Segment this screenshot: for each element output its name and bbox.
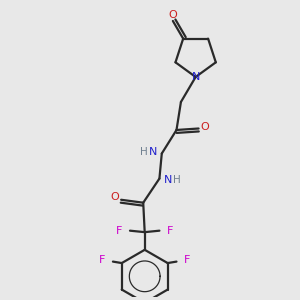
Text: F: F bbox=[184, 255, 190, 265]
Text: F: F bbox=[116, 226, 122, 236]
Text: N: N bbox=[164, 175, 172, 185]
Text: O: O bbox=[110, 192, 119, 202]
Text: N: N bbox=[191, 72, 200, 82]
Text: H: H bbox=[172, 175, 180, 185]
Text: F: F bbox=[167, 226, 173, 236]
Text: N: N bbox=[149, 147, 158, 157]
Text: O: O bbox=[169, 10, 177, 20]
Text: F: F bbox=[99, 255, 105, 265]
Text: H: H bbox=[140, 147, 148, 157]
Text: O: O bbox=[201, 122, 209, 132]
